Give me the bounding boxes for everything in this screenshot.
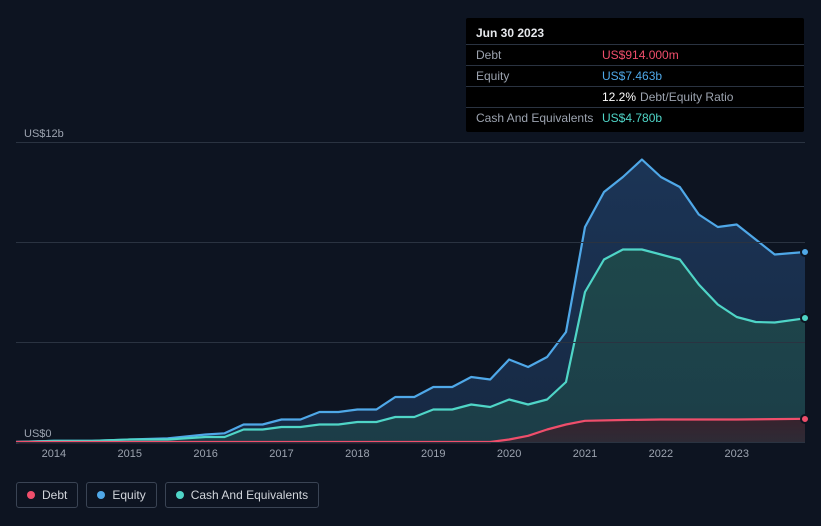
x-axis-tick: 2014	[42, 448, 66, 460]
legend-dot-icon	[176, 491, 184, 499]
tooltip-row: EquityUS$7.463b	[466, 66, 804, 87]
legend: Debt Equity Cash And Equivalents	[16, 482, 319, 508]
x-axis: 2014 2015 2016 2017 2018 2019 2020 2021 2022 2023	[16, 448, 805, 468]
tooltip-row-value: US$4.780b	[602, 111, 662, 125]
gridline	[16, 142, 805, 143]
legend-item-cash-and-equivalents[interactable]: Cash And Equivalents	[165, 482, 319, 508]
x-axis-tick: 2023	[724, 448, 748, 460]
tooltip-date: Jun 30 2023	[466, 22, 804, 45]
chart-tooltip: Jun 30 2023 DebtUS$914.000mEquityUS$7.46…	[466, 18, 804, 132]
chart-plot-area: US$0US$12b	[16, 142, 805, 442]
legend-item-debt[interactable]: Debt	[16, 482, 78, 508]
x-axis-tick: 2019	[421, 448, 445, 460]
y-axis-label: US$0	[24, 428, 64, 440]
gridline	[16, 342, 805, 343]
y-axis-label: US$12b	[24, 128, 64, 140]
series-end-marker	[800, 313, 810, 323]
legend-dot-icon	[97, 491, 105, 499]
tooltip-row-label: Debt	[476, 48, 602, 62]
tooltip-row-suffix: Debt/Equity Ratio	[640, 90, 733, 104]
gridline	[16, 242, 805, 243]
tooltip-row: DebtUS$914.000m	[466, 45, 804, 66]
tooltip-row-label: Cash And Equivalents	[476, 111, 602, 125]
x-axis-tick: 2016	[193, 448, 217, 460]
legend-item-equity[interactable]: Equity	[86, 482, 156, 508]
x-axis-tick: 2020	[497, 448, 521, 460]
tooltip-row: Cash And EquivalentsUS$4.780b	[466, 108, 804, 128]
series-end-marker	[800, 247, 810, 257]
x-axis-tick: 2017	[269, 448, 293, 460]
tooltip-row-value: US$7.463b	[602, 69, 662, 83]
chart-svg	[16, 142, 805, 442]
legend-label: Cash And Equivalents	[191, 488, 308, 502]
tooltip-row-value: US$914.000m	[602, 48, 679, 62]
gridline	[16, 442, 805, 443]
tooltip-row-label: Equity	[476, 69, 602, 83]
tooltip-row: 12.2% Debt/Equity Ratio	[466, 87, 804, 108]
legend-label: Debt	[42, 488, 67, 502]
legend-dot-icon	[27, 491, 35, 499]
x-axis-tick: 2018	[345, 448, 369, 460]
tooltip-row-value: 12.2%	[602, 90, 636, 104]
tooltip-row-label	[476, 90, 602, 104]
tooltip-rows: DebtUS$914.000mEquityUS$7.463b12.2%Debt/…	[466, 45, 804, 128]
x-axis-tick: 2015	[118, 448, 142, 460]
legend-label: Equity	[112, 488, 145, 502]
x-axis-tick: 2021	[573, 448, 597, 460]
series-end-marker	[800, 414, 810, 424]
x-axis-tick: 2022	[649, 448, 673, 460]
